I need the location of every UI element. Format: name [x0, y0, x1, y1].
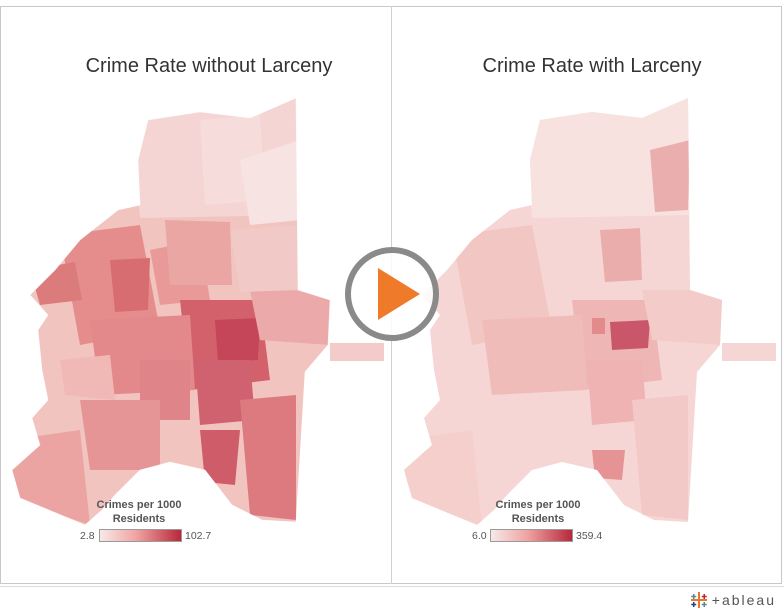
left-map-boundary: [11, 97, 331, 526]
left-choropleth-map[interactable]: [0, 0, 392, 586]
right-legend-max: 359.4: [576, 530, 603, 542]
right-map-title: Crime Rate with Larceny: [482, 55, 702, 77]
footer-divider: [0, 586, 784, 587]
tableau-brand[interactable]: +ableau: [690, 591, 776, 609]
left-legend-title-line2: Residents: [112, 513, 166, 525]
left-map-title: Crime Rate without Larceny: [85, 55, 333, 77]
left-map-regions: [12, 98, 330, 525]
play-ring: [345, 247, 439, 341]
tableau-logo-icon: [690, 592, 707, 608]
left-legend-min: 2.8: [80, 530, 95, 542]
left-map-east-spur: [330, 343, 384, 361]
play-icon: [378, 268, 420, 320]
right-legend-title-line2: Residents: [511, 513, 565, 525]
right-legend-min: 6.0: [472, 530, 487, 542]
right-legend-title: Crimes per 1000 Residents: [458, 498, 618, 526]
brand-wordmark: +ableau: [711, 592, 776, 608]
right-legend-title-line1: Crimes per 1000: [495, 499, 581, 511]
play-button[interactable]: [342, 244, 442, 344]
right-legend-color-ramp: [490, 529, 573, 542]
left-legend-title: Crimes per 1000 Residents: [59, 498, 219, 526]
left-legend-max: 102.7: [185, 530, 212, 542]
left-legend-title-line1: Crimes per 1000: [96, 499, 182, 511]
left-legend-color-ramp: [99, 529, 182, 542]
